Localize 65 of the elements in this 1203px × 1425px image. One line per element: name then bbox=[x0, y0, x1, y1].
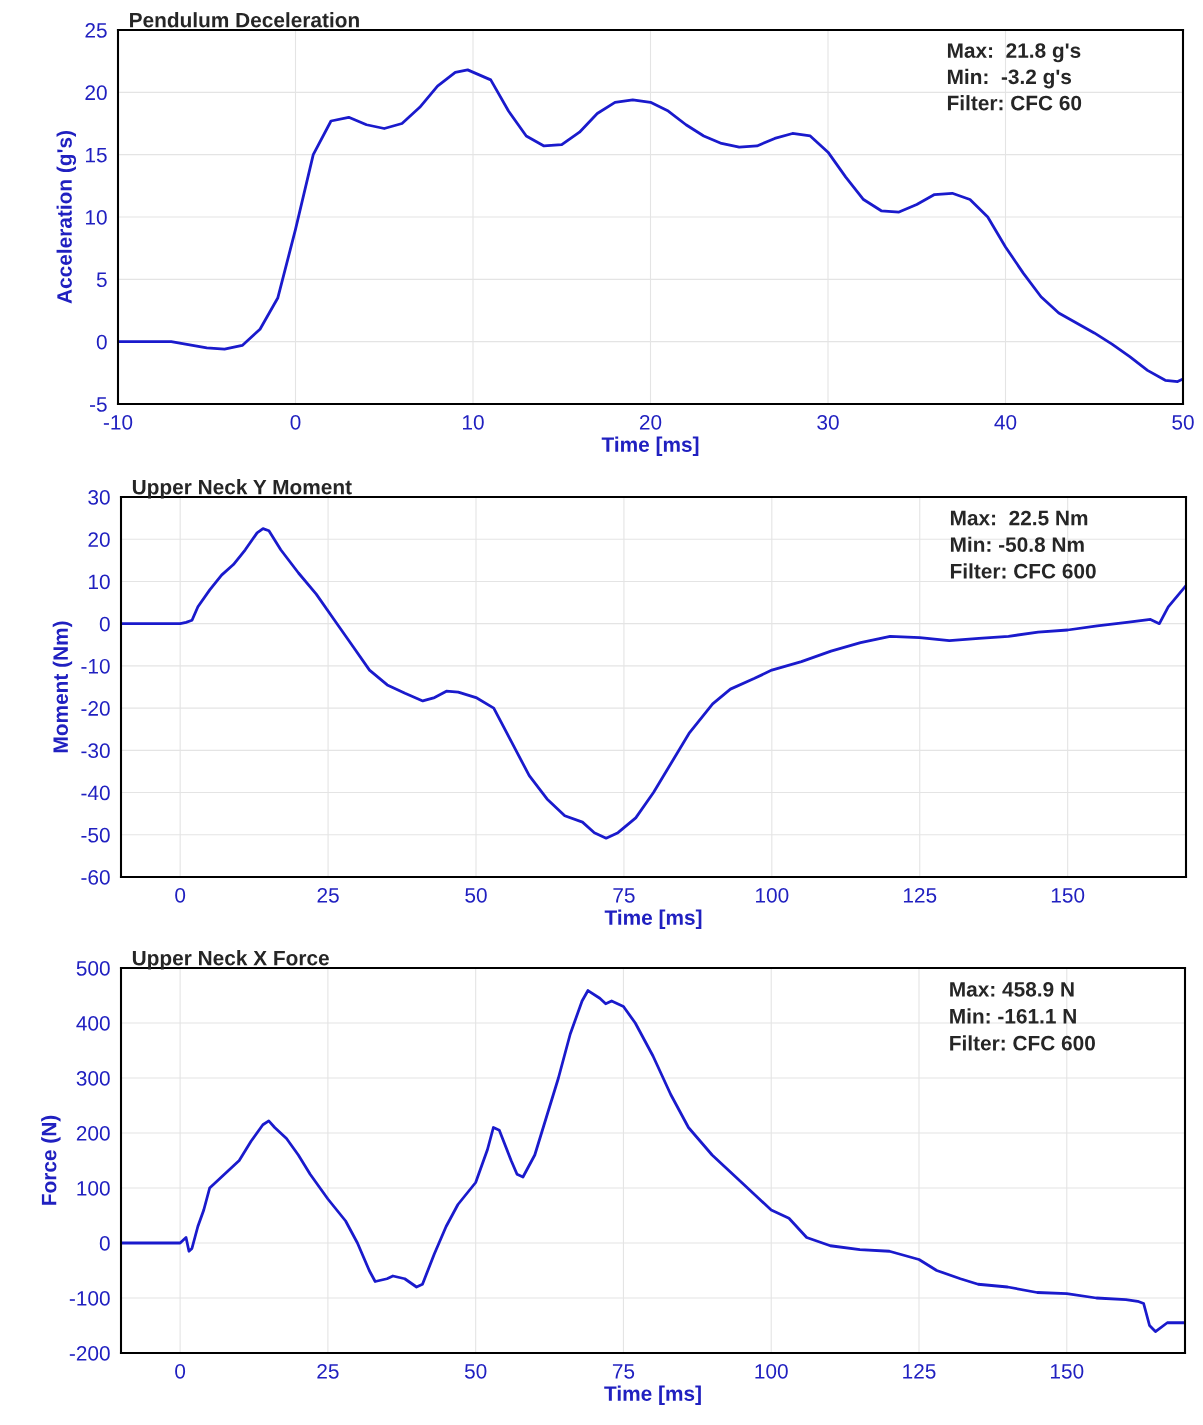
chart-title: Pendulum Deceleration bbox=[130, 12, 359, 28]
y-tick-label: -100 bbox=[69, 1291, 110, 1306]
x-axis-title: Time [ms] bbox=[604, 1385, 701, 1406]
annotation: Max: 458.9 N bbox=[950, 981, 1074, 997]
y-tick-label: -5 bbox=[89, 397, 107, 412]
y-tick-label: -10 bbox=[81, 658, 110, 674]
x-tick-label: 0 bbox=[290, 414, 301, 430]
y-tick-label: 20 bbox=[88, 532, 110, 547]
annotation: Min: -50.8 Nm bbox=[950, 536, 1084, 552]
x-tick-label: 0 bbox=[175, 1363, 186, 1379]
x-tick-label: 50 bbox=[1172, 414, 1194, 430]
annotation: Max: 21.8 g's bbox=[947, 43, 1081, 63]
x-tick-label: 40 bbox=[994, 414, 1017, 430]
annotation: Min: -161.1 N bbox=[950, 1008, 1076, 1024]
y-tick-label: 0 bbox=[99, 616, 110, 632]
x-tick-label: 50 bbox=[465, 887, 487, 903]
y-axis-title: Acceleration (g's) bbox=[56, 131, 77, 304]
x-tick-label: 125 bbox=[903, 887, 937, 903]
y-tick-label: -40 bbox=[81, 785, 110, 801]
y-tick-label: 25 bbox=[85, 23, 107, 38]
y-tick-label: 10 bbox=[89, 574, 110, 590]
x-axis-title: Time [ms] bbox=[604, 909, 702, 930]
x-tick-label: 50 bbox=[464, 1363, 487, 1379]
x-tick-label: 30 bbox=[817, 414, 839, 430]
x-tick-label: 150 bbox=[1050, 1363, 1084, 1379]
x-tick-label: 25 bbox=[317, 1363, 339, 1379]
x-tick-label: 75 bbox=[613, 888, 635, 903]
x-tick-label: 0 bbox=[175, 887, 186, 903]
annotation: Min: -3.2 g's bbox=[947, 68, 1072, 89]
y-tick-label: 300 bbox=[76, 1071, 110, 1086]
annotation: Filter: CFC 60 bbox=[947, 95, 1082, 111]
x-tick-label: 100 bbox=[755, 1363, 788, 1379]
y-axis-title: Moment (Nm) bbox=[52, 621, 73, 753]
annotation: Filter: CFC 600 bbox=[950, 563, 1096, 579]
x-tick-label: 20 bbox=[639, 414, 662, 430]
y-tick-label: 0 bbox=[99, 1236, 110, 1251]
y-tick-label: 20 bbox=[85, 85, 107, 101]
y-tick-label: 500 bbox=[76, 961, 110, 976]
y-tick-label: -20 bbox=[81, 701, 110, 716]
y-tick-label: 200 bbox=[76, 1126, 110, 1141]
x-tick-label: 10 bbox=[463, 414, 484, 430]
y-tick-label: 0 bbox=[96, 334, 107, 350]
chart-title: Upper Neck Y Moment bbox=[132, 479, 352, 499]
x-axis-title: Time [ms] bbox=[601, 436, 699, 457]
y-tick-label: -30 bbox=[81, 743, 110, 759]
annotation: Max: 22.5 Nm bbox=[950, 510, 1088, 526]
line-series bbox=[121, 527, 1186, 840]
x-tick-label: 100 bbox=[756, 887, 789, 903]
y-tick-label: -200 bbox=[69, 1346, 110, 1361]
y-tick-label: -60 bbox=[81, 870, 110, 885]
x-tick-label: 150 bbox=[1051, 887, 1085, 903]
chart-title: Upper Neck X Force bbox=[132, 950, 329, 970]
y-tick-label: 30 bbox=[88, 490, 110, 505]
y-tick-label: 5 bbox=[96, 272, 107, 288]
x-tick-label: 25 bbox=[317, 887, 339, 903]
y-tick-label: -50 bbox=[81, 827, 110, 843]
x-tick-label: 75 bbox=[612, 1364, 635, 1379]
y-tick-label: 400 bbox=[76, 1016, 110, 1031]
y-tick-label: 15 bbox=[86, 147, 107, 163]
line-series bbox=[118, 68, 1183, 383]
x-tick-label: 125 bbox=[903, 1363, 936, 1379]
annotation: Filter: CFC 600 bbox=[950, 1035, 1095, 1051]
y-axis-title: Force (N) bbox=[41, 1115, 61, 1205]
y-tick-label: 10 bbox=[86, 210, 107, 225]
y-tick-label: 100 bbox=[77, 1181, 110, 1196]
